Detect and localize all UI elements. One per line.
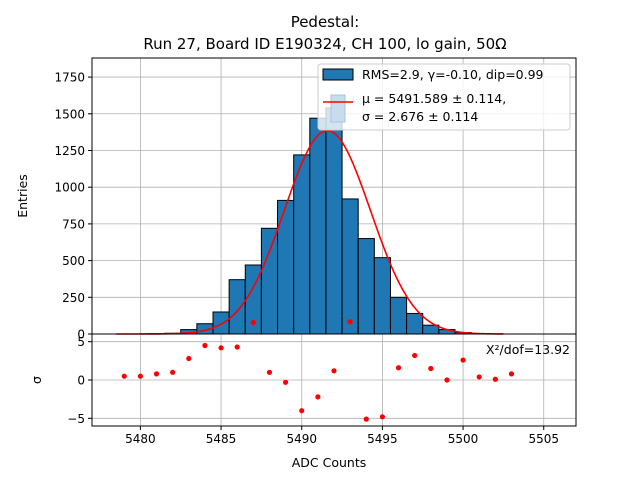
histogram-bar-15 xyxy=(357,238,375,335)
histogram-y-tick-label-4: 1000 xyxy=(54,181,85,195)
x-tick-label-0: 5480 xyxy=(125,432,156,446)
chart-title-line2: Run 27, Board ID E190324, CH 100, lo gai… xyxy=(143,35,506,53)
residual-point-7 xyxy=(234,344,240,350)
legend-frame xyxy=(317,63,571,131)
legend-bar-swatch xyxy=(322,68,354,81)
residual-y-tick-label-2: 5 xyxy=(77,335,85,349)
histogram-y-tick-label-0: 0 xyxy=(77,328,85,342)
residual-y-axis-label: σ xyxy=(29,376,44,384)
histogram-bar-13 xyxy=(325,107,343,335)
residual-y-ticks: −5 0 5 xyxy=(67,335,92,426)
residual-point-11 xyxy=(299,408,305,414)
histogram-y-tick-label-5: 1250 xyxy=(54,144,85,158)
residual-grid xyxy=(92,334,576,426)
legend-label-rms: RMS=2.9, γ=-0.10, dip=0.99 xyxy=(362,67,544,82)
residual-point-6 xyxy=(218,345,224,351)
histogram-y-axis-label: Entries xyxy=(15,174,30,218)
residual-point-12 xyxy=(315,394,321,400)
histogram-bar-16 xyxy=(373,257,391,335)
histogram-bar-12 xyxy=(309,117,327,335)
gaussian-fit xyxy=(116,129,504,335)
histogram-y-tick-label-6: 1500 xyxy=(54,107,85,121)
residual-point-0 xyxy=(121,373,127,379)
residual-point-9 xyxy=(266,369,273,375)
residual-point-5 xyxy=(202,342,208,349)
histogram-y-ticks: 0 250 500 750 1000 1250 1500 1750 xyxy=(54,71,92,342)
legend-label-mu: μ = 5491.589 ± 0.114, xyxy=(362,91,506,106)
legend-faded-swatch xyxy=(330,94,346,123)
histogram-y-tick-label-7: 1750 xyxy=(54,71,85,85)
histogram-bar-18 xyxy=(406,312,424,335)
histogram-bar-9 xyxy=(260,227,279,335)
residual-point-17 xyxy=(395,365,402,371)
histogram-y-tick-label-3: 750 xyxy=(62,217,85,231)
residual-point-13 xyxy=(331,368,337,374)
x-axis-label: ADC Counts xyxy=(292,455,367,470)
x-tick-label-3: 5495 xyxy=(367,432,398,446)
residual-point-8 xyxy=(250,319,256,326)
histogram-y-tick-label-1: 250 xyxy=(62,291,85,305)
residual-point-21 xyxy=(460,357,466,363)
histogram-bar-11 xyxy=(293,154,311,335)
residual-point-4 xyxy=(186,355,192,362)
residual-point-22 xyxy=(476,374,482,380)
residual-points xyxy=(121,319,515,422)
residual-point-24 xyxy=(508,371,515,377)
histogram-bar-7 xyxy=(228,279,246,335)
residual-point-19 xyxy=(428,365,434,372)
residual-x-ticks: 5480 5485 5490 5495 5500 5505 xyxy=(125,426,559,446)
histogram-bar-17 xyxy=(389,296,408,335)
residual-point-1 xyxy=(137,373,143,379)
residual-point-15 xyxy=(363,416,369,422)
x-tick-label-5: 5505 xyxy=(528,432,559,446)
chart-title-line1: Pedestal: xyxy=(291,13,360,31)
legend: RMS=2.9, γ=-0.10, dip=0.99 μ = 5491.589 … xyxy=(317,63,571,131)
x-tick-label-4: 5500 xyxy=(448,432,479,446)
residual-point-23 xyxy=(492,376,498,382)
histogram-bar-6 xyxy=(212,311,230,335)
x-tick-label-2: 5490 xyxy=(286,432,317,446)
gaussian-fit-curve xyxy=(116,129,504,335)
residual-point-2 xyxy=(153,371,160,377)
residual-point-16 xyxy=(379,414,385,420)
residual-y-tick-label-0: −5 xyxy=(67,412,85,426)
residual-point-14 xyxy=(347,319,353,325)
x-tick-label-1: 5485 xyxy=(206,432,237,446)
residual-point-20 xyxy=(444,377,450,383)
residual-y-tick-label-1: 0 xyxy=(77,374,85,388)
histogram-y-tick-label-2: 500 xyxy=(62,254,85,268)
residual-point-3 xyxy=(170,369,176,375)
histogram-bar-14 xyxy=(341,198,359,335)
residual-point-10 xyxy=(283,379,289,385)
residual-point-18 xyxy=(412,352,418,359)
histogram-bars xyxy=(147,107,488,335)
chi2-annotation: X²/dof=13.92 xyxy=(486,342,570,357)
legend-label-sigma: σ = 2.676 ± 0.114 xyxy=(362,109,478,124)
